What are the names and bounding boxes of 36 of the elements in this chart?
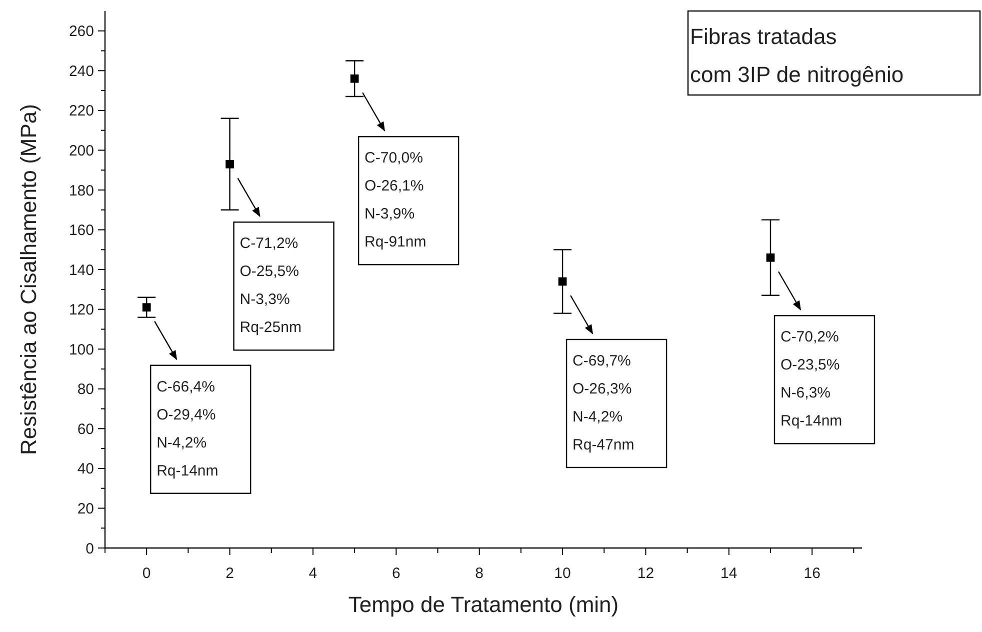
annotation: C-66,4% O-29,4% N-4,2% Rq-14nm — [156, 378, 218, 480]
annotation: C-69,7% O-26,3% N-4,2% Rq-47nm — [572, 352, 634, 454]
y-tick-label: 260 — [68, 23, 94, 40]
x-tick-label: 8 — [475, 565, 484, 582]
y-tick-label: 60 — [77, 420, 94, 438]
point — [350, 74, 359, 83]
point — [142, 303, 151, 312]
y-axis-title: Resistência ao Cisalhamento (MPa) — [16, 104, 41, 455]
text: Fibras tratadas com 3IP de nitrogênio — [690, 24, 904, 87]
x-tick-label: 2 — [226, 565, 234, 582]
y-tick-label: 100 — [68, 341, 94, 358]
y-tick-label: 220 — [68, 102, 94, 120]
x-tick-label: 0 — [142, 565, 151, 582]
y-tick-label: 0 — [86, 540, 94, 558]
y-tick-label: 160 — [68, 222, 94, 240]
x-tick-label: 12 — [637, 565, 654, 582]
x-tick-label: 14 — [720, 565, 738, 582]
y-tick-label: 80 — [77, 381, 94, 398]
annotation: C-70,0% O-26,1% N-3,9% Rq-91nm — [364, 150, 426, 251]
y-tick-label: 240 — [68, 62, 94, 80]
y-tick-label: 180 — [68, 182, 94, 200]
y-tick-label: 200 — [68, 142, 94, 160]
point — [558, 277, 567, 286]
x-tick-label: 4 — [308, 565, 318, 582]
y-tick-label: 140 — [68, 262, 94, 279]
x-axis-title: Tempo de Tratamento (min) — [348, 592, 619, 617]
x-tick-label: 16 — [804, 565, 820, 582]
y-tick-label: 120 — [68, 302, 94, 319]
y-tick-label: 20 — [77, 500, 94, 518]
annotation: C-70,2% O-23,5% N-6,3% Rq-14nm — [780, 328, 842, 430]
point — [766, 253, 775, 262]
point — [226, 160, 234, 168]
x-tick-label: 10 — [554, 565, 571, 582]
annotation: C-71,2% O-25,5% N-3,3% Rq-25nm — [240, 235, 302, 336]
y-tick-label: 40 — [77, 460, 94, 478]
x-tick-label: 6 — [392, 565, 400, 582]
